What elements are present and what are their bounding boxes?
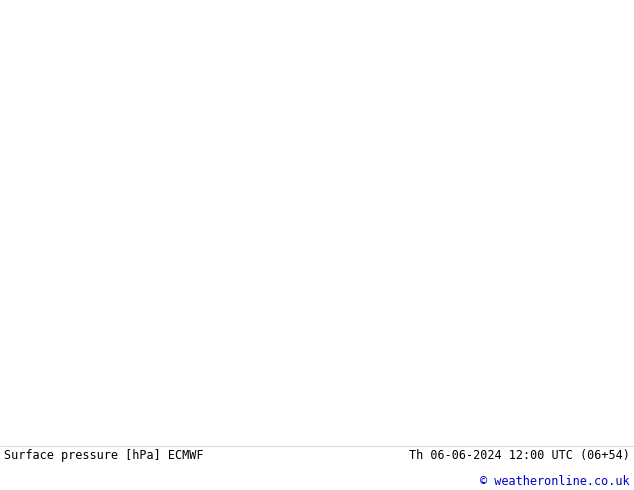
- Text: © weatheronline.co.uk: © weatheronline.co.uk: [481, 475, 630, 488]
- Text: Th 06-06-2024 12:00 UTC (06+54): Th 06-06-2024 12:00 UTC (06+54): [409, 449, 630, 463]
- Text: Surface pressure [hPa] ECMWF: Surface pressure [hPa] ECMWF: [4, 449, 204, 463]
